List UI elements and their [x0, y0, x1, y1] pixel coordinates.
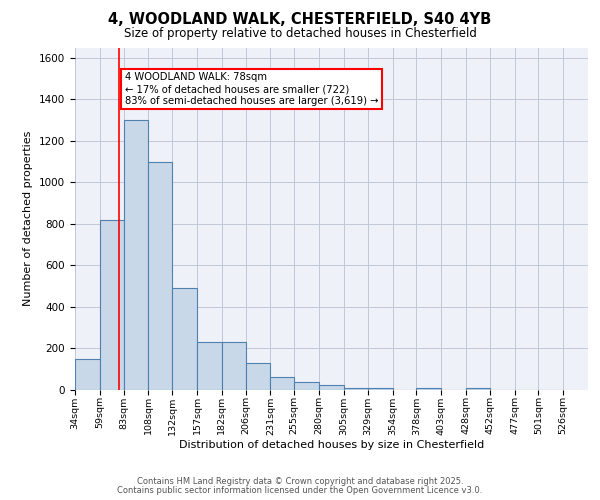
Bar [75, 359, 100, 390]
Text: Contains HM Land Registry data © Crown copyright and database right 2025.: Contains HM Land Registry data © Crown c… [137, 477, 463, 486]
Bar [319, 386, 344, 390]
Text: Size of property relative to detached houses in Chesterfield: Size of property relative to detached ho… [124, 28, 476, 40]
Text: Contains public sector information licensed under the Open Government Licence v3: Contains public sector information licen… [118, 486, 482, 495]
Bar [124, 120, 148, 390]
Bar [245, 363, 271, 390]
Bar [466, 388, 490, 390]
Y-axis label: Number of detached properties: Number of detached properties [23, 131, 34, 306]
Bar [271, 376, 294, 390]
Bar [172, 288, 197, 390]
Bar [344, 388, 368, 390]
Bar [294, 382, 319, 390]
Bar [148, 162, 172, 390]
Bar [100, 220, 124, 390]
Bar [197, 342, 222, 390]
Bar [222, 342, 245, 390]
Text: 4, WOODLAND WALK, CHESTERFIELD, S40 4YB: 4, WOODLAND WALK, CHESTERFIELD, S40 4YB [109, 12, 491, 28]
X-axis label: Distribution of detached houses by size in Chesterfield: Distribution of detached houses by size … [179, 440, 484, 450]
Text: 4 WOODLAND WALK: 78sqm
← 17% of detached houses are smaller (722)
83% of semi-de: 4 WOODLAND WALK: 78sqm ← 17% of detached… [125, 72, 378, 106]
Bar [416, 388, 441, 390]
Bar [368, 388, 392, 390]
